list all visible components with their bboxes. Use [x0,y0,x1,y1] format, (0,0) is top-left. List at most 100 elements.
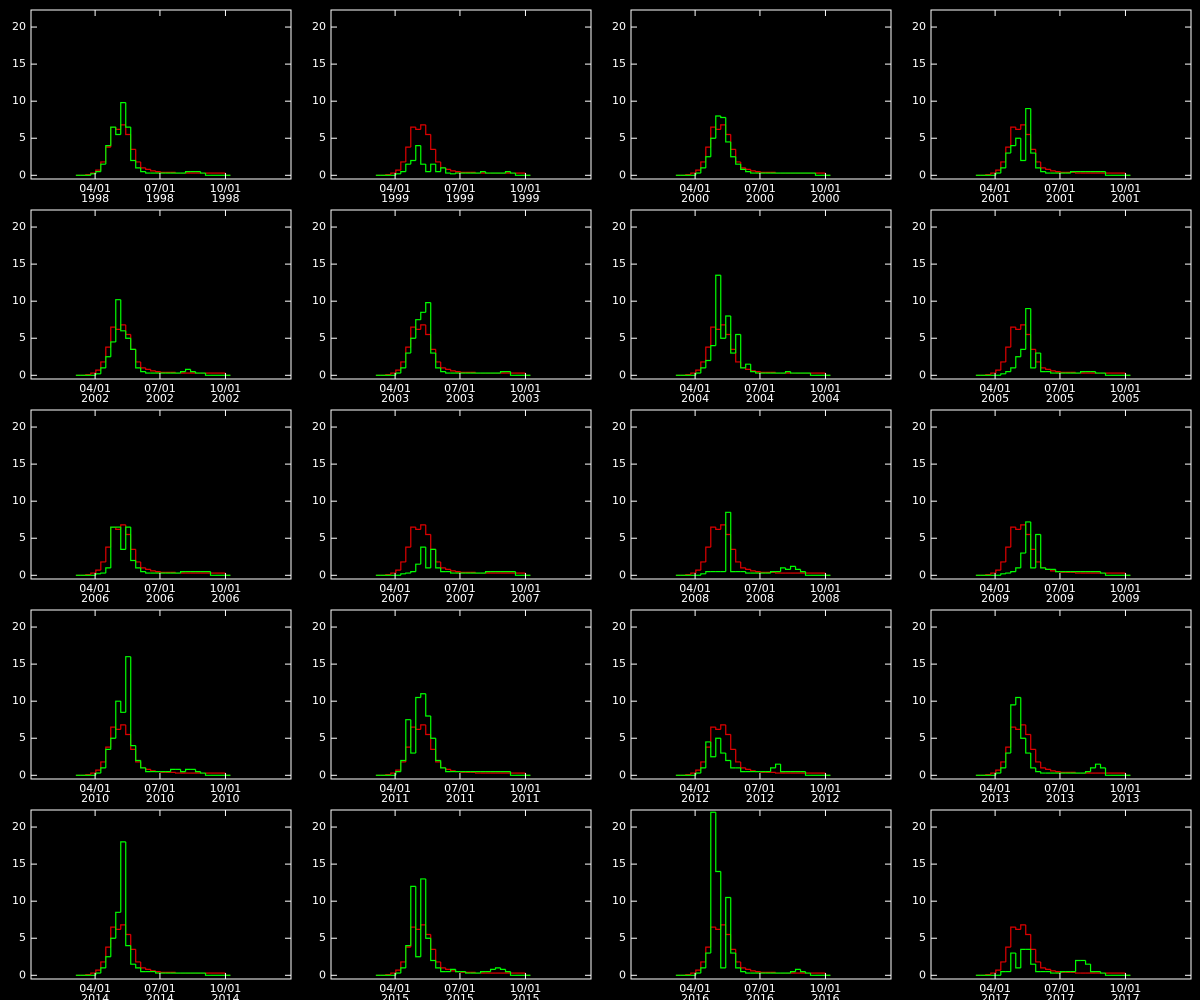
step-bin [990,372,996,375]
x-tick-label: 07/01 [144,582,176,595]
step-bin [750,569,756,572]
step-bin [194,371,201,374]
step-bin [1040,561,1046,569]
step-bin [160,371,166,373]
step-bin [145,371,151,374]
step-bin [410,159,416,165]
y-tick-label: 15 [312,457,326,470]
step-bin [395,770,401,776]
step-bin [1025,124,1031,136]
step-bin [410,926,416,948]
step-bin [125,524,131,536]
step-bin [130,338,136,350]
y-tick-label: 5 [19,731,26,744]
step-bin [745,367,751,370]
step-bin [150,769,156,772]
step-bin [150,969,156,972]
step-bin [700,961,706,971]
step-bin [1040,353,1046,373]
step-bin [420,324,426,330]
step-bin [135,745,141,762]
x-tick-label: 10/01 [1110,382,1142,395]
step-bin [435,949,441,963]
step-bin [110,126,116,146]
step-bin [700,967,706,974]
step-bin [430,302,436,354]
step-bin [794,566,801,570]
step-bin [170,768,176,772]
step-bin [140,961,146,969]
step-bin [789,371,796,374]
step-bin [779,567,786,572]
step-bin [410,526,416,548]
step-bin [1005,946,1011,962]
step-bin [125,324,131,336]
step-bin [400,967,406,974]
y-tick-label: 15 [12,857,26,870]
step-bin [725,724,731,736]
x-tick-year: 2016 [811,992,839,1000]
step-bin [705,346,711,362]
y-tick-label: 0 [319,768,326,781]
x-tick-label: 10/01 [510,782,542,795]
step-bin [735,953,741,969]
plot-frame [630,209,892,380]
step-bin [130,334,136,350]
y-tick-label: 20 [612,220,626,233]
x-tick-label: 07/01 [144,782,176,795]
step-bin [720,124,726,130]
x-tick-year: 1999 [511,192,539,205]
step-bin [120,527,126,550]
step-bin [695,969,701,974]
step-bin [95,972,101,976]
step-bin [794,968,801,972]
step-bin [179,769,186,773]
x-tick-label: 07/01 [444,782,476,795]
y-tick-label: 5 [319,531,326,544]
y-tick-label: 20 [12,220,26,233]
step-bin [745,169,751,173]
step-bin [695,769,701,774]
step-bin [750,171,756,174]
step-bin [184,170,191,174]
step-bin [95,573,101,576]
x-tick-label: 10/01 [210,182,242,195]
x-tick-year: 2001 [1046,192,1074,205]
step-bin [740,967,746,973]
y-tick-label: 15 [312,657,326,670]
x-tick-year: 2007 [446,592,474,605]
step-bin [460,171,466,173]
step-bin [400,961,406,971]
step-bin [489,968,496,972]
step-bin [1015,696,1021,705]
step-bin [105,356,111,368]
y-tick-label: 20 [312,420,326,433]
step-bin [745,567,751,570]
step-bin [100,367,106,374]
x-tick-year: 2005 [981,392,1009,405]
step-bin [1035,153,1041,169]
step-bin [179,370,186,374]
plot-frame [30,409,292,580]
step-bin [410,885,416,946]
step-bin [1020,324,1026,330]
step-bin [105,146,111,162]
step-bin [95,369,101,374]
x-tick-label: 04/01 [679,982,711,995]
step-bin [730,760,736,769]
step-bin [789,565,796,570]
step-bin [445,367,451,370]
x-tick-year: 2010 [211,792,239,805]
y-tick-label: 10 [612,894,626,907]
x-tick-year: 2001 [981,192,1009,205]
step-bin [460,371,466,373]
step-bin [695,372,701,376]
step-bin [1015,356,1021,368]
y-tick-label: 15 [12,457,26,470]
y-tick-label: 5 [319,131,326,144]
step-bin [700,761,706,771]
y-tick-label: 5 [319,731,326,744]
